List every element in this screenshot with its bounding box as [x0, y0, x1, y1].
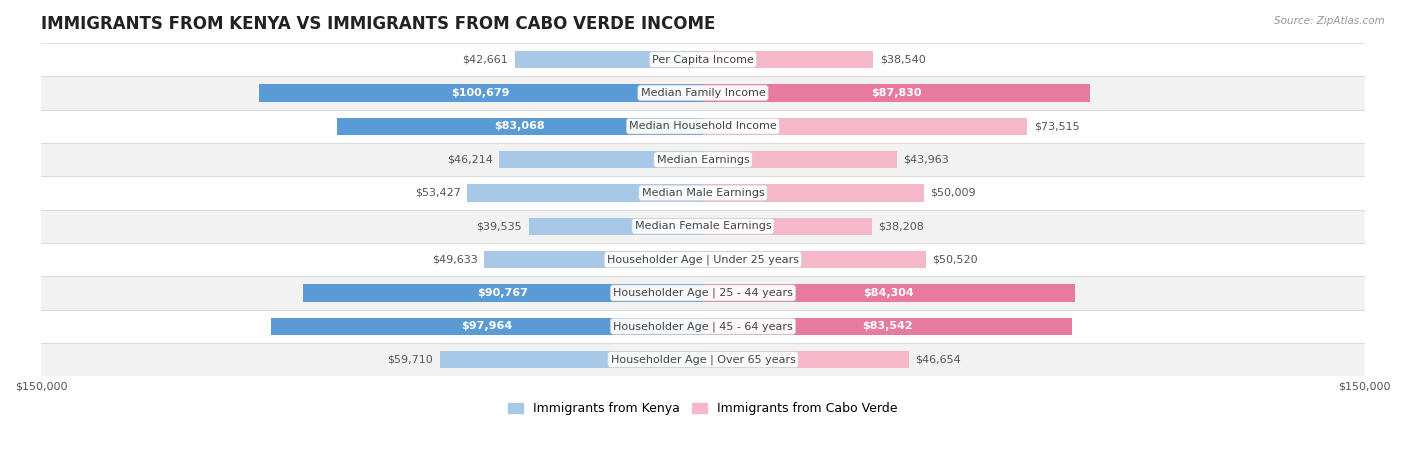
Text: $83,542: $83,542	[862, 321, 912, 331]
Bar	[529, 218, 703, 235]
Text: Median Male Earnings: Median Male Earnings	[641, 188, 765, 198]
Text: $73,515: $73,515	[1033, 121, 1080, 131]
Text: IMMIGRANTS FROM KENYA VS IMMIGRANTS FROM CABO VERDE INCOME: IMMIGRANTS FROM KENYA VS IMMIGRANTS FROM…	[41, 15, 716, 33]
Bar	[41, 276, 1365, 310]
Text: $46,654: $46,654	[915, 354, 962, 365]
Text: Median Family Income: Median Family Income	[641, 88, 765, 98]
Bar	[41, 143, 1365, 176]
Bar	[703, 118, 1028, 135]
Bar	[41, 310, 1365, 343]
Bar	[41, 76, 1365, 110]
Bar	[703, 351, 908, 368]
Text: $87,830: $87,830	[872, 88, 922, 98]
Text: $90,767: $90,767	[478, 288, 529, 298]
Bar	[271, 318, 703, 335]
Bar	[302, 284, 703, 302]
Bar	[499, 151, 703, 168]
Bar	[484, 251, 703, 268]
Bar	[703, 151, 897, 168]
Text: $42,661: $42,661	[463, 55, 508, 64]
Text: Householder Age | 45 - 64 years: Householder Age | 45 - 64 years	[613, 321, 793, 332]
Text: $46,214: $46,214	[447, 155, 492, 164]
Bar	[703, 251, 927, 268]
Text: $84,304: $84,304	[863, 288, 914, 298]
Text: $49,633: $49,633	[432, 255, 478, 265]
Bar	[336, 118, 703, 135]
Bar	[259, 84, 703, 101]
Text: Householder Age | 25 - 44 years: Householder Age | 25 - 44 years	[613, 288, 793, 298]
Text: $53,427: $53,427	[415, 188, 461, 198]
Bar	[41, 110, 1365, 143]
Text: Source: ZipAtlas.com: Source: ZipAtlas.com	[1274, 16, 1385, 26]
Text: $50,520: $50,520	[932, 255, 979, 265]
Text: $83,068: $83,068	[495, 121, 546, 131]
Text: Householder Age | Under 25 years: Householder Age | Under 25 years	[607, 255, 799, 265]
Bar	[703, 51, 873, 68]
Text: $38,208: $38,208	[879, 221, 924, 231]
Text: Per Capita Income: Per Capita Income	[652, 55, 754, 64]
Bar	[703, 284, 1076, 302]
Text: Householder Age | Over 65 years: Householder Age | Over 65 years	[610, 354, 796, 365]
Bar	[703, 84, 1091, 101]
Bar	[467, 184, 703, 202]
Text: $59,710: $59,710	[387, 354, 433, 365]
Text: Median Female Earnings: Median Female Earnings	[634, 221, 772, 231]
Bar	[41, 210, 1365, 243]
Legend: Immigrants from Kenya, Immigrants from Cabo Verde: Immigrants from Kenya, Immigrants from C…	[503, 397, 903, 420]
Bar	[41, 176, 1365, 210]
Bar	[41, 243, 1365, 276]
Text: $50,009: $50,009	[931, 188, 976, 198]
Bar	[703, 318, 1071, 335]
Bar	[41, 43, 1365, 76]
Bar	[440, 351, 703, 368]
Text: Median Earnings: Median Earnings	[657, 155, 749, 164]
Text: $100,679: $100,679	[451, 88, 510, 98]
Bar	[41, 343, 1365, 376]
Bar	[703, 184, 924, 202]
Text: $43,963: $43,963	[904, 155, 949, 164]
Text: Median Household Income: Median Household Income	[628, 121, 778, 131]
Text: $38,540: $38,540	[880, 55, 925, 64]
Bar	[703, 218, 872, 235]
Text: $97,964: $97,964	[461, 321, 513, 331]
Text: $39,535: $39,535	[477, 221, 522, 231]
Bar	[515, 51, 703, 68]
